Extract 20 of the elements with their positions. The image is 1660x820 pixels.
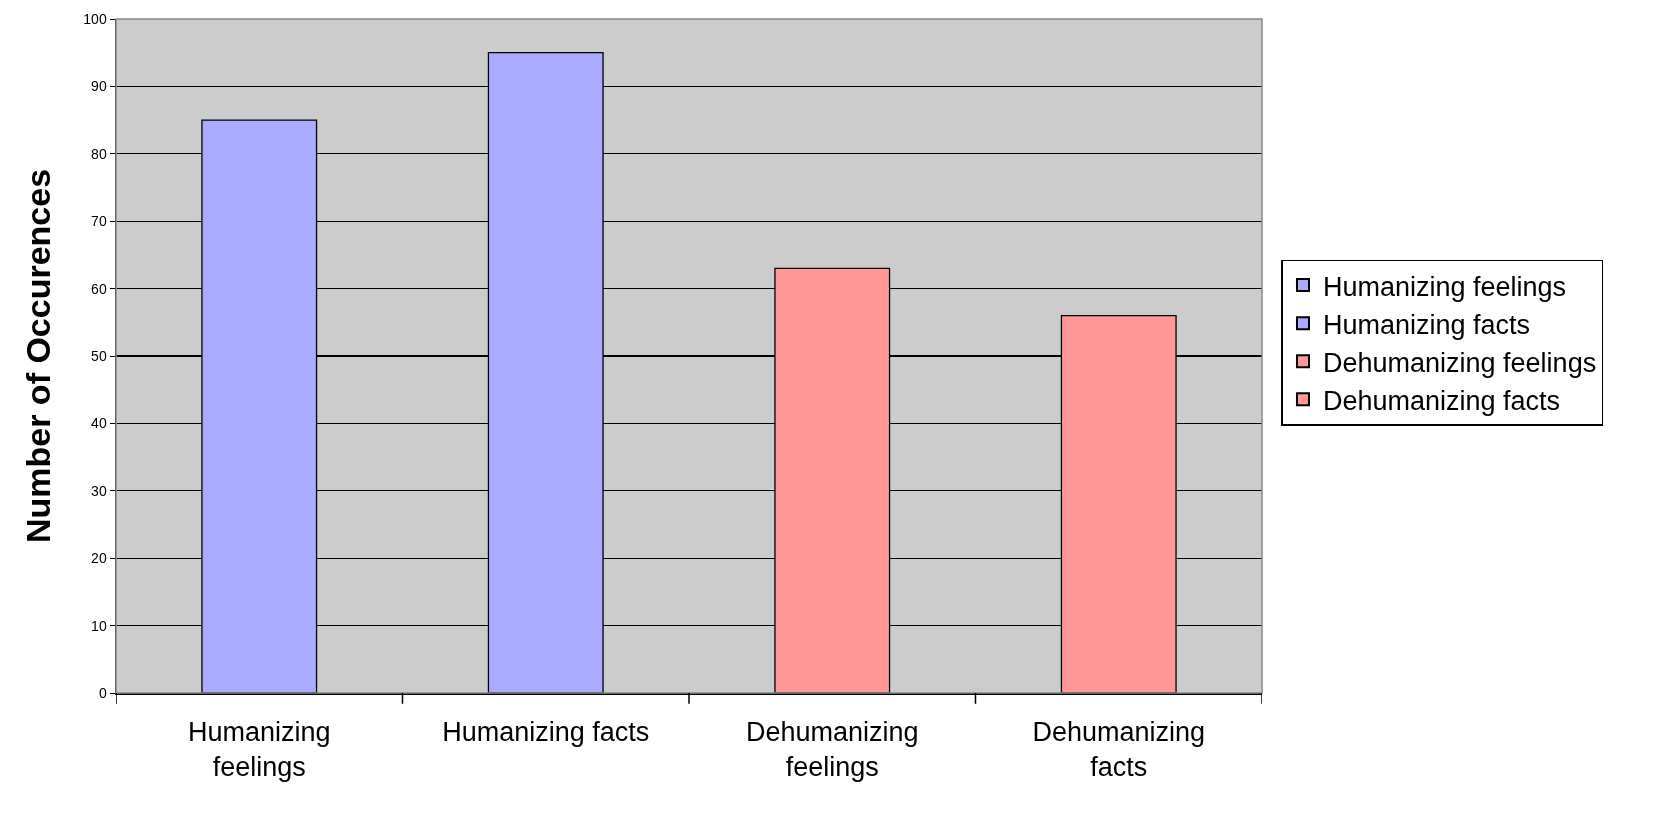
y-axis-title: Number of Occurences — [19, 168, 58, 544]
y-tick-label: 40 — [91, 415, 107, 432]
legend-label: Dehumanizing facts — [1322, 385, 1561, 416]
y-tick-label: 20 — [91, 550, 107, 567]
y-tick-label: 30 — [91, 482, 107, 499]
y-tick-label: 10 — [91, 617, 107, 634]
y-tick-label: 70 — [91, 213, 107, 230]
legend-label: Dehumanizing feelings — [1322, 347, 1597, 378]
y-tick-label: 100 — [83, 10, 107, 27]
x-tick-label: Dehumanizing feelings — [745, 716, 919, 782]
x-tick-label: Humanizing feelings — [187, 716, 331, 782]
y-tick-label: 60 — [91, 280, 107, 297]
x-tick-label: Humanizing facts — [442, 716, 650, 747]
legend-label: Humanizing feelings — [1322, 271, 1567, 302]
y-tick-label: 0 — [98, 684, 107, 701]
y-tick-label: 80 — [91, 145, 107, 162]
y-tick-label: 90 — [91, 78, 107, 95]
y-tick-label: 50 — [91, 347, 107, 364]
x-tick-label: Dehumanizing facts — [1032, 716, 1206, 782]
legend-label: Humanizing facts — [1322, 309, 1531, 340]
